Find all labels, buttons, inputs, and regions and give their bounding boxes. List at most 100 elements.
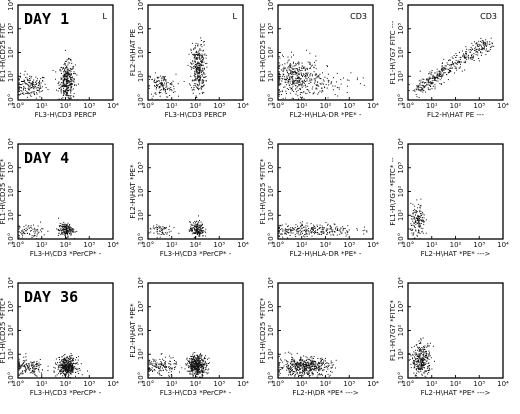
data-point <box>307 359 309 360</box>
data-point <box>418 223 420 225</box>
data-point <box>329 225 331 227</box>
data-point <box>475 50 477 52</box>
data-point <box>295 80 297 82</box>
data-point <box>322 374 323 376</box>
data-point <box>285 97 287 99</box>
data-point <box>428 365 430 367</box>
data-point <box>346 230 348 232</box>
data-point <box>22 234 24 236</box>
data-point <box>278 84 280 86</box>
data-point <box>314 226 316 228</box>
data-point <box>199 84 201 86</box>
data-point <box>24 70 26 72</box>
data-point <box>199 353 201 355</box>
data-point <box>77 368 79 370</box>
data-point <box>65 67 67 69</box>
data-point <box>357 77 358 79</box>
data-point <box>295 370 297 371</box>
data-point <box>203 92 205 93</box>
data-point <box>67 92 68 94</box>
data-point <box>63 373 65 375</box>
data-point <box>300 234 302 236</box>
data-point <box>22 229 24 231</box>
data-point <box>72 228 74 229</box>
data-point <box>66 95 68 97</box>
data-point <box>309 99 310 101</box>
data-point <box>37 228 39 230</box>
data-point <box>202 361 204 363</box>
y-tick-label: 10³ <box>137 301 145 313</box>
data-point <box>301 82 303 84</box>
data-point <box>164 77 166 79</box>
data-point <box>23 356 25 358</box>
data-point <box>34 368 36 370</box>
data-point <box>34 233 36 235</box>
data-point <box>31 237 33 238</box>
data-point <box>65 66 67 68</box>
data-point <box>205 228 207 230</box>
data-point <box>38 371 40 373</box>
data-point <box>63 90 65 92</box>
data-point <box>298 363 299 365</box>
data-point <box>195 224 197 226</box>
data-point <box>290 361 292 363</box>
data-point <box>423 217 425 219</box>
data-point <box>160 361 162 362</box>
data-point <box>317 229 319 230</box>
data-point <box>200 65 202 66</box>
data-point <box>320 360 322 362</box>
data-point <box>346 85 348 87</box>
data-point <box>153 80 155 82</box>
data-point <box>206 363 208 364</box>
data-point <box>67 362 69 363</box>
data-point <box>417 355 419 357</box>
data-point <box>294 364 296 366</box>
data-point <box>183 81 185 82</box>
data-point <box>69 226 71 228</box>
data-point <box>197 368 199 370</box>
data-point <box>486 44 488 46</box>
data-point <box>299 80 301 81</box>
data-point <box>313 369 315 371</box>
data-point <box>66 92 68 94</box>
data-point <box>159 230 161 232</box>
data-point <box>195 96 197 98</box>
y-tick-label: 10⁴ <box>267 0 275 11</box>
data-point <box>312 227 314 229</box>
data-point <box>418 356 420 358</box>
data-point <box>278 74 280 76</box>
data-point <box>303 369 305 371</box>
data-point <box>190 68 192 70</box>
data-point <box>159 80 161 82</box>
data-point <box>59 230 60 232</box>
data-point <box>442 74 444 76</box>
data-point <box>300 372 301 374</box>
data-point <box>149 370 151 371</box>
data-point <box>415 368 417 370</box>
data-point <box>420 227 422 229</box>
data-point <box>315 87 317 89</box>
data-point <box>159 365 161 367</box>
data-point <box>193 67 195 69</box>
data-point <box>62 90 64 92</box>
data-point <box>419 226 421 228</box>
data-point <box>197 370 199 372</box>
data-point <box>335 227 336 229</box>
data-point <box>68 86 70 88</box>
data-point <box>200 49 202 51</box>
data-point <box>455 59 457 61</box>
data-point <box>284 81 286 83</box>
data-point <box>455 66 457 68</box>
data-point <box>319 362 321 364</box>
data-point <box>281 90 283 92</box>
data-point <box>186 370 188 372</box>
data-point <box>415 220 417 222</box>
data-point <box>321 232 323 234</box>
data-point <box>25 230 27 232</box>
data-point <box>68 229 70 231</box>
data-point <box>480 49 482 50</box>
data-point <box>68 98 70 100</box>
data-point <box>202 80 204 82</box>
data-point <box>321 225 323 227</box>
